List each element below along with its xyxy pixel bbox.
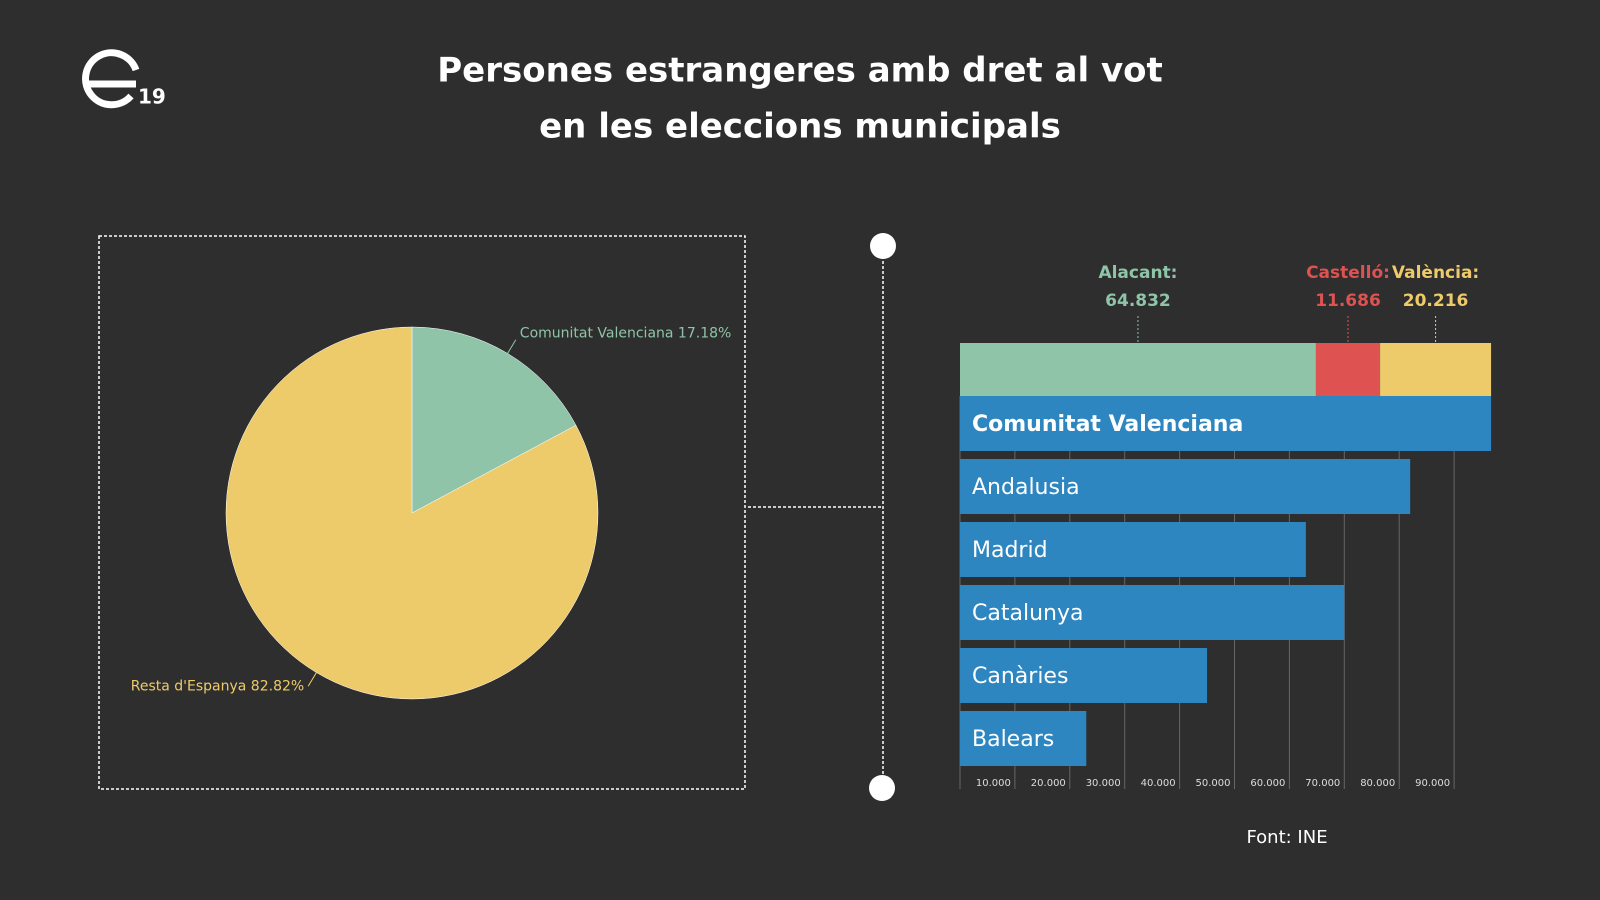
logo-text: 19 xyxy=(138,85,166,109)
stack-value-label: 11.686 xyxy=(1315,291,1381,311)
logo-arc xyxy=(82,49,140,109)
bar-label: Canàries xyxy=(972,664,1068,689)
pie-slice xyxy=(411,326,577,514)
bar-label: Balears xyxy=(972,727,1054,752)
x-tick-label: 60.000 xyxy=(1250,778,1285,789)
x-tick-label: 10.000 xyxy=(976,778,1011,789)
stack-segment xyxy=(960,343,1316,396)
source: Font: INE xyxy=(1246,827,1327,848)
legend-label: Castelló: xyxy=(1306,263,1390,283)
x-tick-label: 40.000 xyxy=(1141,778,1176,789)
pie-frame xyxy=(98,235,746,790)
stack-segment xyxy=(1380,343,1492,396)
x-tick-label: 80.000 xyxy=(1360,778,1395,789)
bar xyxy=(960,585,1345,640)
stack-value-label: 20.216 xyxy=(1403,291,1469,311)
legend-label: Alacant: xyxy=(1098,263,1177,283)
bar xyxy=(960,711,1087,766)
x-tick-label: 70.000 xyxy=(1305,778,1340,789)
logo: 19 xyxy=(82,49,166,109)
leader-line xyxy=(507,339,517,354)
title-line: Persones estrangeres amb dret al vot xyxy=(437,51,1162,91)
bar-label: Catalunya xyxy=(972,601,1083,626)
x-tick-label: 30.000 xyxy=(1086,778,1121,789)
x-tick-label: 50.000 xyxy=(1196,778,1231,789)
bar xyxy=(960,648,1208,703)
bar xyxy=(960,396,1492,451)
bar-label: Comunitat Valenciana xyxy=(972,412,1243,437)
title-line: en les eleccions municipals xyxy=(539,107,1061,147)
connector-dot xyxy=(869,775,895,801)
connector-dot xyxy=(870,233,896,259)
leader-line xyxy=(307,672,317,687)
slice-label: Resta d'Espanya 82.82% xyxy=(131,678,304,694)
x-tick-label: 20.000 xyxy=(1031,778,1066,789)
slice-label: Comunitat Valenciana 17.18% xyxy=(520,326,732,342)
bar xyxy=(960,522,1306,577)
x-tick-label: 90.000 xyxy=(1415,778,1450,789)
bar-label: Andalusia xyxy=(972,475,1080,500)
bar xyxy=(960,459,1411,514)
stack-value-label: 64.832 xyxy=(1105,291,1171,311)
bar-label: Madrid xyxy=(972,538,1048,563)
legend-label: València: xyxy=(1392,263,1479,283)
stack-segment xyxy=(1315,343,1381,396)
